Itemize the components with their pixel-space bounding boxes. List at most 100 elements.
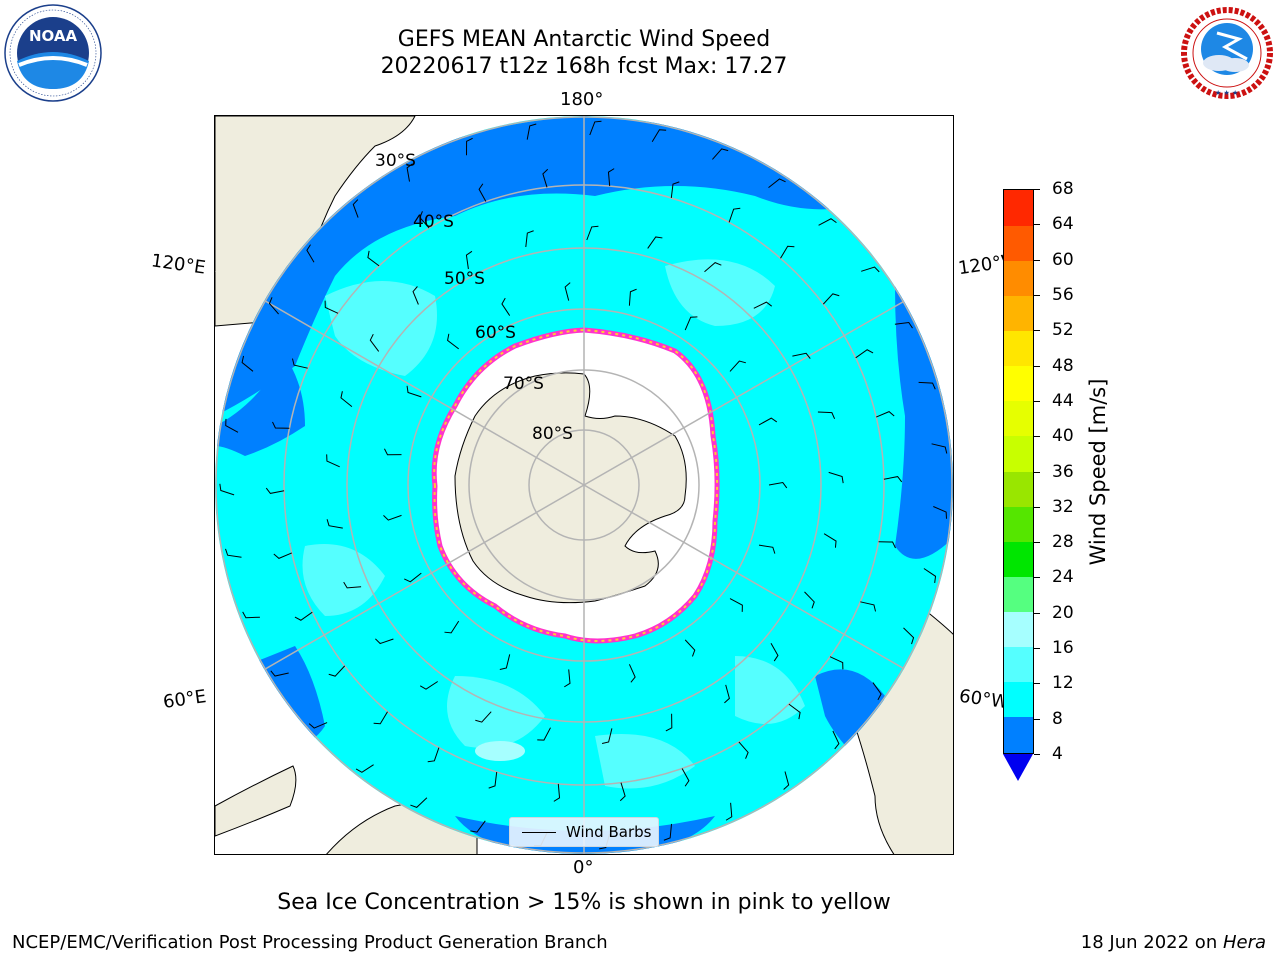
wind-barb	[273, 552, 292, 559]
wind-barb	[367, 250, 380, 267]
wind-barb	[663, 823, 672, 841]
wind-barb	[883, 476, 903, 483]
wind-barb	[878, 541, 896, 549]
wind-barb	[665, 713, 673, 732]
colorbar-segment	[1004, 681, 1033, 718]
wind-barb	[804, 591, 815, 609]
stronger-wind-patch-5	[735, 656, 805, 724]
wind-barb	[375, 638, 394, 645]
colorbar-tick-label: 24	[1052, 567, 1074, 588]
wind-barb	[340, 391, 353, 407]
wind-barb	[553, 783, 561, 802]
strong-wind-core	[475, 741, 525, 761]
colorbar-tick-label: 32	[1052, 496, 1074, 517]
wind-barb	[712, 148, 729, 160]
lat-label-50s: 50°S	[444, 269, 485, 289]
wind-barb	[306, 244, 315, 263]
lon-label-0: 0°	[573, 857, 594, 878]
wind-barb	[326, 519, 343, 529]
wind-barb	[918, 381, 936, 390]
colorbar-segment	[1004, 190, 1033, 226]
wind-barb	[241, 355, 254, 372]
wind-barb	[369, 333, 380, 352]
wind-barb	[352, 199, 359, 218]
wind-barb	[589, 120, 602, 136]
wind-barb	[525, 230, 534, 248]
wind-barb	[412, 286, 419, 305]
wind-barb	[324, 300, 339, 314]
wind-barb	[872, 682, 882, 701]
wind-barb	[328, 665, 346, 677]
wind-barb	[419, 211, 430, 229]
wind-barb	[242, 611, 260, 619]
wind-barb	[724, 684, 730, 704]
wind-barb	[270, 670, 289, 677]
wind-barb	[823, 533, 837, 548]
lon-label-60e: 60°E	[161, 686, 208, 713]
wind-barb	[272, 421, 290, 429]
colorbar-tick-label: 8	[1052, 708, 1063, 729]
colorbar-tick	[1034, 330, 1040, 332]
wind-barb	[788, 703, 801, 720]
wind-barb	[876, 411, 895, 418]
colorbar-tick	[1034, 683, 1040, 685]
colorbar-segment	[1004, 541, 1033, 577]
wind-barb	[792, 352, 811, 359]
land-madagascar	[215, 765, 297, 837]
colorbar-label: Wind Speed [m/s]	[1086, 378, 1110, 566]
low-wind-region-north	[215, 116, 855, 416]
wind-barb	[537, 727, 551, 741]
wind-barb	[684, 316, 698, 331]
wind-barb	[564, 669, 571, 688]
colorbar-tick	[1034, 612, 1040, 614]
colorbar-tick	[1034, 718, 1040, 720]
wind-barb	[704, 262, 722, 273]
wind-barb	[419, 681, 438, 690]
wind-barb	[770, 643, 779, 662]
wind-barb	[475, 711, 492, 723]
wind-barb	[753, 301, 773, 309]
colorbar-segment	[1004, 611, 1033, 648]
colorbar-tick	[1034, 400, 1040, 402]
wind-barb	[343, 581, 362, 589]
wind-barb	[828, 471, 844, 484]
colorbar-segment	[1004, 260, 1033, 296]
title-line-2: 20220617 t12z 168h fcst Max: 17.27	[380, 54, 788, 79]
wind-barb	[225, 548, 242, 558]
colorbar-segment	[1004, 365, 1033, 402]
colorbar-tick	[1034, 471, 1040, 473]
wind-barb	[444, 620, 460, 634]
colorbar-tick	[1034, 189, 1040, 190]
colorbar-tick-label: 56	[1052, 284, 1074, 305]
wind-barb	[355, 764, 374, 773]
wind-barb	[829, 656, 844, 670]
wind-barb	[855, 349, 874, 359]
wind-barb	[406, 385, 422, 398]
wind-barb	[681, 768, 690, 787]
wind-barb	[406, 163, 413, 182]
wind-barbs	[219, 120, 948, 850]
wind-barb	[501, 297, 511, 316]
wind-barb	[738, 741, 749, 759]
wind-barb	[923, 568, 937, 584]
wind-barb	[903, 627, 915, 645]
colorbar-segment	[1004, 716, 1033, 753]
lat-label-70s: 70°S	[503, 374, 544, 394]
colorbar-tick	[1034, 577, 1040, 579]
wind-barb	[768, 482, 788, 489]
wind-barb	[488, 771, 498, 789]
wind-barb	[729, 598, 743, 612]
wind-barb	[326, 454, 340, 468]
sea-ice-note: Sea Ice Concentration > 15% is shown in …	[277, 890, 891, 915]
colorbar-tick-label: 20	[1052, 602, 1074, 623]
stronger-wind-patch-2	[665, 259, 775, 326]
footer-date-text: 18 Jun 2022 on	[1080, 932, 1223, 953]
colorbar	[1003, 189, 1034, 754]
title-line-1: GEFS MEAN Antarctic Wind Speed	[397, 27, 771, 52]
colorbar-tick-label: 60	[1052, 249, 1074, 270]
wind-barb	[651, 129, 667, 142]
wind-barb	[564, 282, 571, 301]
wind-barb	[470, 820, 486, 833]
lat-label-40s: 40°S	[413, 212, 454, 232]
colorbar-tick-label: 16	[1052, 638, 1074, 659]
